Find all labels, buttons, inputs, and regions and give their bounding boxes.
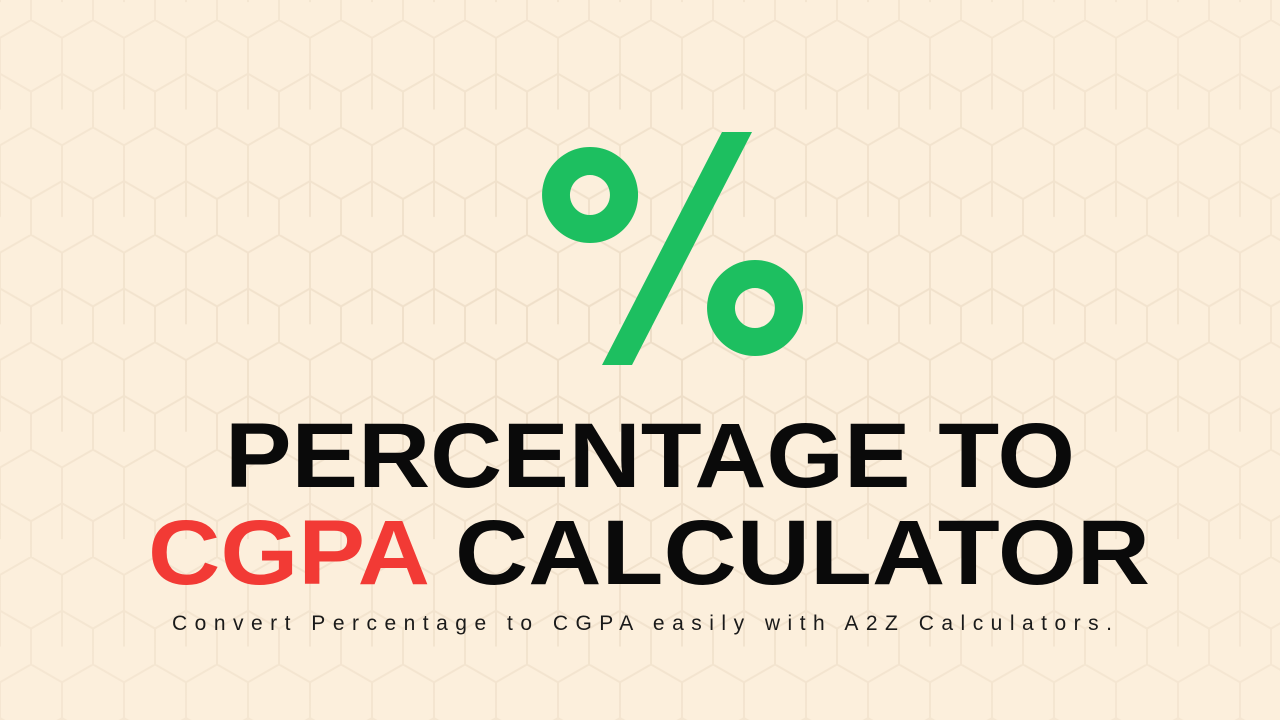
percent-circle-bottom: [707, 260, 804, 356]
title-line1: PERCENTAGE TO: [225, 405, 1075, 507]
subtitle: Convert Percentage to CGPA easily with A…: [172, 612, 1112, 635]
percent-icon: [542, 132, 804, 365]
percent-circle-top: [542, 147, 639, 243]
percent-slash: [602, 132, 752, 365]
title-highlight: CGPA: [148, 502, 430, 604]
title-rest: CALCULATOR: [455, 502, 1150, 604]
